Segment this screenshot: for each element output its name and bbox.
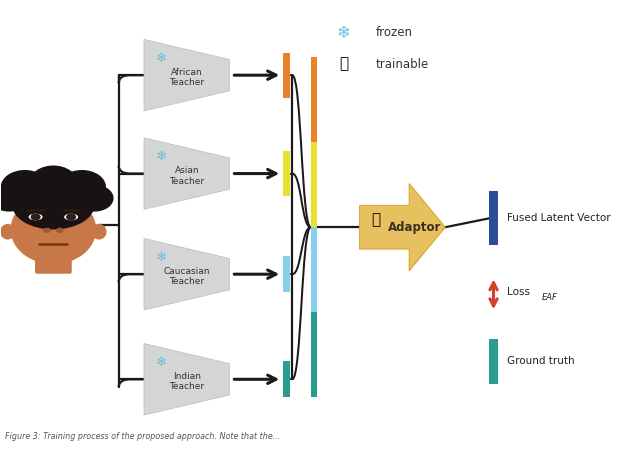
Polygon shape [360, 184, 445, 271]
Text: Fused Latent Vector: Fused Latent Vector [507, 213, 611, 223]
Text: Asian
Teacher: Asian Teacher [170, 166, 205, 185]
Bar [284, 53, 290, 98]
Circle shape [29, 166, 77, 199]
Ellipse shape [12, 180, 95, 230]
Text: Loss: Loss [507, 287, 530, 297]
Polygon shape [144, 138, 230, 209]
Text: Ground truth: Ground truth [507, 356, 575, 366]
Bar [310, 312, 317, 397]
Text: EAF: EAF [541, 293, 557, 302]
Bar [284, 256, 290, 292]
Circle shape [1, 170, 49, 204]
Text: trainable: trainable [375, 58, 429, 71]
Text: 🔥: 🔥 [372, 212, 381, 227]
Text: Indian
Teacher: Indian Teacher [170, 372, 205, 391]
Text: ❄: ❄ [156, 356, 167, 369]
Circle shape [44, 228, 51, 233]
Bar [284, 151, 290, 196]
Circle shape [76, 185, 113, 212]
Ellipse shape [0, 224, 15, 239]
Circle shape [56, 228, 63, 233]
Text: Figure 3: Training process of the proposed approach. Note that the...: Figure 3: Training process of the propos… [4, 432, 280, 441]
Bar [490, 339, 498, 384]
Ellipse shape [17, 181, 90, 220]
Polygon shape [144, 238, 230, 310]
Ellipse shape [29, 214, 43, 220]
Text: Adaptor: Adaptor [388, 221, 442, 234]
Circle shape [0, 185, 28, 212]
FancyBboxPatch shape [35, 248, 72, 274]
Bar [310, 142, 317, 227]
Ellipse shape [92, 224, 107, 239]
Text: ❄: ❄ [156, 251, 167, 264]
Bar [284, 361, 290, 397]
Text: ❄: ❄ [337, 24, 351, 42]
Ellipse shape [11, 195, 96, 264]
Circle shape [66, 213, 76, 220]
Ellipse shape [64, 214, 78, 220]
Polygon shape [144, 40, 230, 111]
Text: ❄: ❄ [156, 150, 167, 163]
Text: Caucasian
Teacher: Caucasian Teacher [164, 267, 211, 286]
Text: ❄: ❄ [156, 52, 167, 65]
Polygon shape [144, 343, 230, 415]
Bar [490, 191, 498, 245]
Text: 🔥: 🔥 [339, 57, 348, 72]
Bar [310, 57, 317, 142]
Circle shape [58, 170, 106, 204]
Text: frozen: frozen [375, 26, 412, 39]
Bar [310, 227, 317, 312]
Text: African
Teacher: African Teacher [170, 68, 205, 87]
Circle shape [31, 213, 41, 220]
